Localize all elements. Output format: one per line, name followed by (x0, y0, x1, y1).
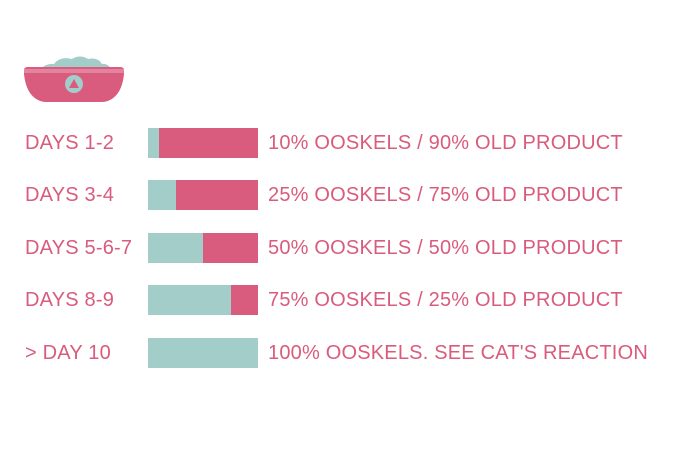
bar-segment-old-product (203, 233, 258, 263)
chart-row: DAYS 8-9 75% OOSKELS / 25% OLD PRODUCT (0, 285, 690, 319)
mix-description: 100% OOSKELS. SEE CAT'S REACTION (268, 342, 648, 364)
mix-description: 50% OOSKELS / 50% OLD PRODUCT (268, 237, 623, 259)
stacked-bar (148, 128, 258, 158)
category-label: DAYS 1-2 (25, 132, 115, 154)
bar-segment-ooskels (148, 285, 231, 315)
mix-description: 75% OOSKELS / 25% OLD PRODUCT (268, 289, 623, 311)
category-label: DAYS 5-6-7 (25, 237, 133, 259)
stacked-bar (148, 285, 258, 315)
chart-row: DAYS 1-2 10% OOSKELS / 90% OLD PRODUCT (0, 128, 690, 162)
chart-row: DAYS 5-6-7 50% OOSKELS / 50% OLD PRODUCT (0, 233, 690, 267)
stacked-bar (148, 338, 258, 368)
mix-description: 25% OOSKELS / 75% OLD PRODUCT (268, 184, 623, 206)
category-label: DAYS 8-9 (25, 289, 115, 311)
stacked-bar (148, 233, 258, 263)
mix-description: 10% OOSKELS / 90% OLD PRODUCT (268, 132, 623, 154)
bar-segment-ooskels (148, 180, 176, 210)
stacked-bar (148, 180, 258, 210)
bar-segment-ooskels (148, 128, 159, 158)
bar-segment-old-product (230, 285, 258, 315)
chart-row: DAYS 3-4 25% OOSKELS / 75% OLD PRODUCT (0, 180, 690, 214)
bar-segment-ooskels (148, 233, 203, 263)
bar-segment-ooskels (148, 338, 258, 368)
chart-row: > DAY 10 100% OOSKELS. SEE CAT'S REACTION (0, 338, 690, 372)
bar-segment-old-product (159, 128, 258, 158)
bar-segment-old-product (175, 180, 258, 210)
cat-food-bowl-icon (24, 56, 124, 102)
category-label: DAYS 3-4 (25, 184, 115, 206)
category-label: > DAY 10 (25, 342, 111, 364)
